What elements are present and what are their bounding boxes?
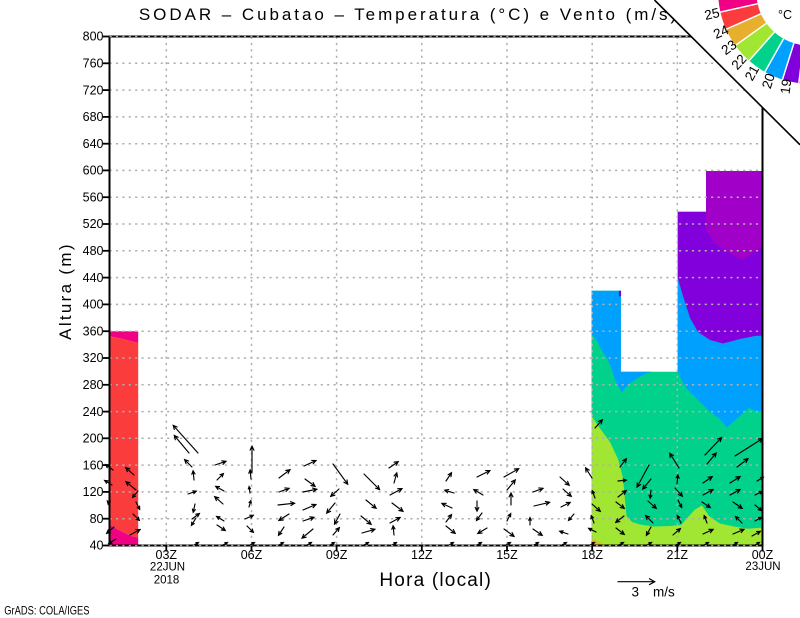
svg-text:22JUN: 22JUN [150,562,185,574]
svg-text:GrADS: COLA/IGES: GrADS: COLA/IGES [4,604,89,617]
svg-text:200: 200 [83,432,104,446]
svg-text:m/s: m/s [653,585,675,600]
svg-text:21Z: 21Z [667,548,689,562]
svg-text:23: 23 [719,37,740,58]
svg-text:320: 320 [83,351,104,365]
svg-text:520: 520 [83,217,104,231]
svg-text:25: 25 [703,5,721,23]
svg-text:80: 80 [90,512,104,526]
svg-text:240: 240 [83,405,104,419]
svg-text:160: 160 [83,458,104,472]
svg-text:800: 800 [83,30,104,44]
svg-text:Hora (local): Hora (local) [379,570,492,591]
svg-text:18Z: 18Z [581,548,603,562]
svg-text:00Z: 00Z [752,548,774,562]
svg-text:2018: 2018 [154,575,180,587]
svg-text:560: 560 [83,190,104,204]
svg-text:120: 120 [83,485,104,499]
svg-text:06Z: 06Z [241,548,263,562]
svg-text:3: 3 [632,585,640,600]
svg-text:400: 400 [83,298,104,312]
svg-text:640: 640 [83,137,104,151]
svg-text:15Z: 15Z [496,548,518,562]
svg-text:SODAR – Cubatao – Temperatura: SODAR – Cubatao – Temperatura (°C) e Ven… [139,5,679,24]
svg-text:21: 21 [742,63,762,83]
svg-text:720: 720 [83,83,104,97]
svg-text:22: 22 [728,51,749,72]
svg-text:680: 680 [83,110,104,124]
svg-text:20: 20 [759,72,778,91]
svg-text:19: 19 [778,78,795,95]
svg-text:360: 360 [83,324,104,338]
svg-text:23JUN: 23JUN [745,561,780,573]
svg-text:480: 480 [83,244,104,258]
svg-text:280: 280 [83,378,104,392]
svg-text:600: 600 [83,164,104,178]
svg-text:03Z: 03Z [156,548,178,562]
svg-text:Altura (m): Altura (m) [56,242,75,340]
svg-text:09Z: 09Z [326,548,348,562]
svg-text:440: 440 [83,271,104,285]
svg-text:760: 760 [83,57,104,71]
svg-text:12Z: 12Z [411,548,433,562]
svg-text:40: 40 [90,539,104,553]
svg-text:°C: °C [778,8,792,22]
svg-text:24: 24 [711,22,731,42]
